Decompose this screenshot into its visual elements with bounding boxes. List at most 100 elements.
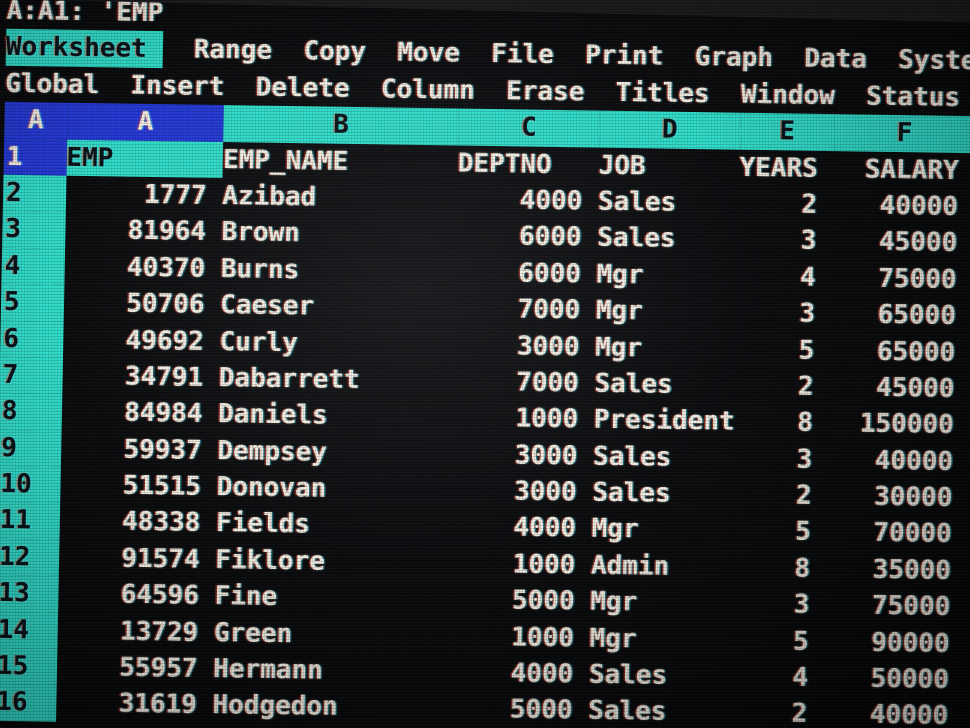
menu-item-system[interactable]: System — [897, 45, 970, 77]
cell-salary[interactable]: 35000 — [872, 554, 952, 586]
menu-item-graph[interactable]: Graph — [694, 42, 774, 74]
cell-years[interactable]: 2 — [801, 189, 818, 220]
cell-deptno-header[interactable]: DEPTNO — [457, 148, 552, 180]
cell-job[interactable]: Mgr — [589, 586, 638, 618]
submenu-item-window[interactable]: Window — [740, 79, 836, 111]
cell-deptno[interactable]: 5000 — [511, 585, 575, 617]
cell-job[interactable]: Mgr — [594, 332, 643, 363]
cell-name[interactable]: Dempsey — [217, 435, 328, 468]
cell-years[interactable]: 5 — [792, 626, 810, 657]
cell-name[interactable]: Fields — [215, 508, 311, 540]
submenu-item-delete[interactable]: Delete — [255, 72, 350, 104]
menu-item-data[interactable]: Data — [803, 44, 868, 75]
cell-deptno[interactable]: 7000 — [515, 367, 580, 399]
cell-name[interactable]: Curly — [219, 326, 299, 358]
submenu-item-titles[interactable]: Titles — [615, 77, 710, 110]
cell-years[interactable]: 3 — [796, 444, 813, 475]
cell-salary[interactable]: 90000 — [871, 627, 950, 659]
cell-emp[interactable]: 91574 — [121, 543, 200, 575]
cell-salary[interactable]: 70000 — [873, 518, 952, 550]
cell-name-header[interactable]: EMP_NAME — [222, 144, 349, 177]
cell-emp[interactable]: 81964 — [127, 216, 207, 248]
cell-name[interactable]: Fiklore — [215, 544, 326, 577]
cell-job[interactable]: Sales — [592, 441, 672, 473]
cell-name[interactable]: Caeser — [219, 290, 315, 322]
submenu-item-insert[interactable]: Insert — [130, 70, 225, 102]
cell-name[interactable]: Green — [213, 617, 293, 649]
cell-deptno[interactable]: 1000 — [515, 403, 579, 435]
cell-emp[interactable]: 48338 — [121, 507, 201, 539]
cell-years[interactable]: 2 — [795, 480, 812, 511]
cell-salary[interactable]: 45000 — [878, 227, 958, 259]
cell-job[interactable]: Sales — [597, 186, 677, 218]
cell-deptno[interactable]: 6000 — [518, 221, 582, 253]
menu-item-file[interactable]: File — [490, 39, 555, 71]
cell-emp[interactable]: 34791 — [124, 361, 204, 393]
cell-deptno[interactable]: 4000 — [513, 512, 577, 544]
cell-emp[interactable]: 1777 — [143, 179, 207, 211]
cell-years[interactable]: 3 — [800, 225, 817, 257]
cell-deptno[interactable]: 3000 — [514, 440, 578, 472]
cell-name[interactable]: Hodgedon — [212, 690, 339, 723]
cell-job[interactable]: Mgr — [589, 623, 637, 654]
cell-name[interactable]: Hermann — [212, 654, 324, 686]
cell-emp[interactable]: 40370 — [126, 252, 206, 284]
menu-item-worksheet[interactable]: Worksheet — [5, 29, 163, 68]
cell-name[interactable]: Fine — [214, 581, 278, 613]
cell-salary[interactable]: 40000 — [879, 190, 959, 222]
cell-deptno[interactable]: 3000 — [513, 476, 578, 508]
cell-years[interactable]: 2 — [791, 699, 808, 728]
cell-salary[interactable]: 150000 — [859, 408, 955, 441]
cell-deptno[interactable]: 6000 — [518, 258, 582, 290]
cell-name[interactable]: Burns — [220, 253, 300, 285]
cell-years[interactable]: 5 — [798, 335, 815, 366]
cell-deptno[interactable]: 5000 — [509, 694, 573, 726]
menu-item-move[interactable]: Move — [396, 38, 461, 69]
cell-name[interactable]: Azibad — [222, 181, 317, 213]
cell-deptno[interactable]: 1000 — [511, 622, 575, 654]
cell-job[interactable]: Admin — [590, 550, 670, 582]
cell-salary[interactable]: 50000 — [870, 663, 950, 696]
cell-job[interactable]: Sales — [587, 696, 667, 728]
cell-years[interactable]: 3 — [799, 298, 816, 330]
submenu-item-global[interactable]: Global — [4, 68, 100, 100]
cell-deptno[interactable]: 4000 — [519, 185, 583, 217]
menu-item-copy[interactable]: Copy — [303, 36, 367, 68]
cell-emp[interactable]: 49692 — [125, 325, 205, 357]
cell-salary[interactable]: 40000 — [874, 445, 954, 477]
cell-deptno[interactable]: 4000 — [510, 658, 574, 690]
submenu-item-status[interactable]: Status — [865, 81, 961, 113]
cell-years[interactable]: 3 — [793, 589, 810, 621]
cell-years-header[interactable]: YEARS — [739, 152, 819, 184]
submenu-item-erase[interactable]: Erase — [505, 76, 585, 108]
submenu-item-column[interactable]: Column — [380, 74, 476, 106]
cell-salary[interactable]: 30000 — [873, 481, 953, 514]
cell-name[interactable]: Brown — [221, 217, 301, 249]
cell-emp[interactable]: 51515 — [122, 470, 202, 502]
cell-job[interactable]: President — [593, 404, 735, 438]
cell-salary-header[interactable]: SALARY — [864, 154, 959, 186]
cell-emp[interactable]: 50706 — [125, 288, 205, 320]
cell-salary[interactable]: 45000 — [875, 372, 955, 404]
cell-emp[interactable]: 64596 — [120, 579, 200, 612]
cell-cursor-a1[interactable]: EMP — [66, 139, 224, 179]
cell-deptno[interactable]: 3000 — [516, 330, 580, 362]
cell-deptno[interactable]: 7000 — [517, 294, 581, 326]
cell-years[interactable]: 2 — [797, 371, 814, 402]
cell-name[interactable]: Donovan — [216, 472, 327, 504]
cell-years[interactable]: 4 — [792, 662, 809, 693]
cell-job[interactable]: Mgr — [595, 295, 644, 327]
cell-emp[interactable]: 31619 — [118, 689, 198, 721]
cell-years[interactable]: 5 — [794, 517, 812, 548]
cell-job[interactable]: Mgr — [591, 514, 639, 545]
cell-salary[interactable]: 65000 — [877, 299, 957, 332]
menu-item-print[interactable]: Print — [584, 40, 664, 72]
cell-emp[interactable]: 84984 — [123, 397, 203, 430]
cell-name[interactable]: Dabarrett — [218, 362, 360, 396]
cell-years[interactable]: 8 — [796, 407, 814, 439]
cell-job-header[interactable]: JOB — [598, 150, 646, 181]
cell-years[interactable]: 4 — [799, 262, 816, 293]
cell-salary[interactable]: 40000 — [869, 700, 949, 728]
cell-deptno[interactable]: 1000 — [512, 549, 576, 581]
cell-job[interactable]: Sales — [596, 222, 676, 255]
